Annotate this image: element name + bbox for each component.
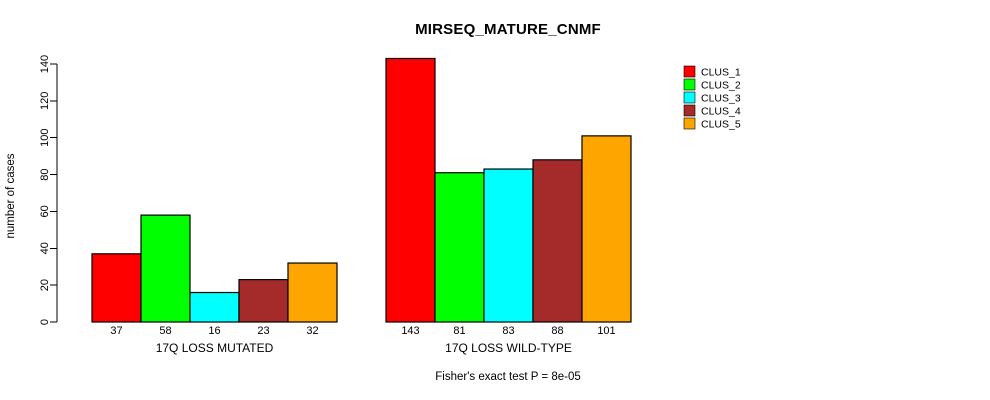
bar-value-label: 16 (208, 325, 220, 337)
bar-value-label: 37 (110, 325, 122, 337)
y-axis-tick-label: 120 (39, 92, 51, 110)
bar-clus_4-group2 (532, 159, 583, 323)
bar-clus_2-group2 (434, 172, 485, 323)
bar-value-label: 143 (401, 325, 419, 337)
chart-title: MIRSEQ_MATURE_CNMF (415, 21, 601, 38)
legend-swatch (683, 104, 696, 117)
bar-clus_2-group1 (140, 214, 191, 323)
bar-value-label: 81 (453, 325, 465, 337)
bar-clus_4-group1 (238, 279, 289, 323)
legend-label: CLUS_3 (701, 93, 741, 105)
legend-swatch (683, 117, 696, 130)
bar-clus_3-group1 (189, 291, 240, 323)
y-axis-tick-label: 140 (39, 55, 51, 73)
group-axis-label: 17Q LOSS WILD-TYPE (445, 341, 572, 355)
legend-label: CLUS_2 (701, 80, 741, 92)
bar-value-label: 101 (597, 325, 615, 337)
y-axis-tick-label: 60 (39, 205, 51, 217)
bar-value-label: 23 (257, 325, 269, 337)
bar-value-label: 58 (159, 325, 171, 337)
bar-value-label: 88 (551, 325, 563, 337)
legend-swatch (683, 65, 696, 78)
legend-swatch (683, 78, 696, 91)
bar-clus_1-group2 (385, 57, 436, 323)
y-axis-tick-label: 100 (39, 129, 51, 147)
y-axis-tick-label: 0 (39, 319, 51, 325)
bar-clus_3-group2 (483, 168, 534, 323)
y-axis-tick-label: 80 (39, 168, 51, 180)
bar-value-label: 83 (502, 325, 514, 337)
legend-label: CLUS_5 (701, 119, 741, 131)
bar-clus_5-group2 (581, 135, 632, 323)
bar-clus_1-group1 (91, 253, 142, 323)
legend-label: CLUS_4 (701, 106, 741, 118)
group-axis-label: 17Q LOSS MUTATED (156, 341, 274, 355)
legend-swatch (683, 91, 696, 104)
bar-value-label: 32 (306, 325, 318, 337)
legend-label: CLUS_1 (701, 67, 741, 79)
fisher-test-note: Fisher's exact test P = 8e-05 (435, 371, 581, 383)
y-axis-tick-label: 20 (39, 279, 51, 291)
y-axis-tick-label: 40 (39, 242, 51, 254)
bar-clus_5-group1 (287, 262, 338, 323)
